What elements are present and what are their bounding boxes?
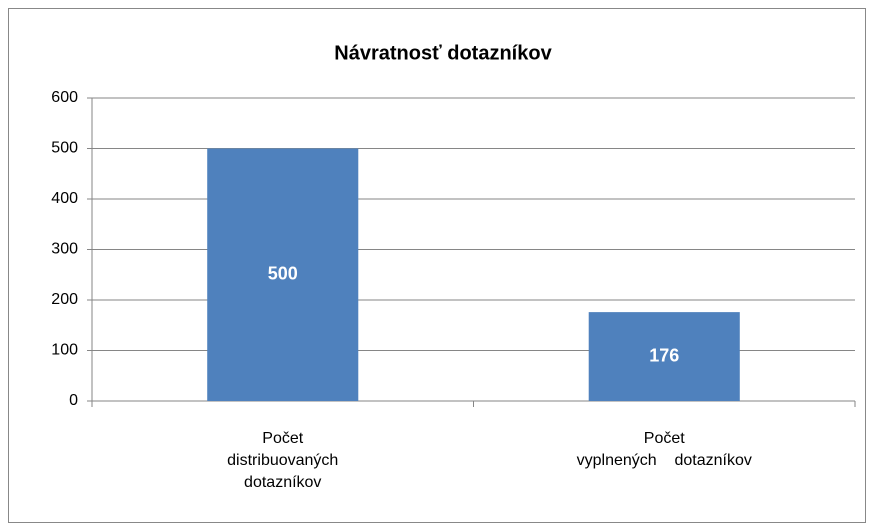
y-tick-label: 300 xyxy=(51,241,78,258)
y-tick-label: 100 xyxy=(51,342,78,359)
y-tick-label: 500 xyxy=(51,140,78,157)
value-label: 500 xyxy=(268,264,298,284)
y-tick-label: 400 xyxy=(51,190,78,207)
chart-title: Návratnosť dotazníkov xyxy=(334,42,552,64)
bar xyxy=(207,148,359,401)
bar xyxy=(588,312,740,401)
chart-border xyxy=(8,8,866,523)
y-tick-label: 600 xyxy=(51,89,78,106)
value-label: 176 xyxy=(649,345,679,365)
x-tick-label: Počet distribuovaných dotazníkov xyxy=(227,430,339,491)
x-tick-label: Počet vyplnených dotazníkov xyxy=(576,430,752,469)
y-tick-label: 0 xyxy=(69,392,78,409)
y-tick-label: 200 xyxy=(51,291,78,308)
